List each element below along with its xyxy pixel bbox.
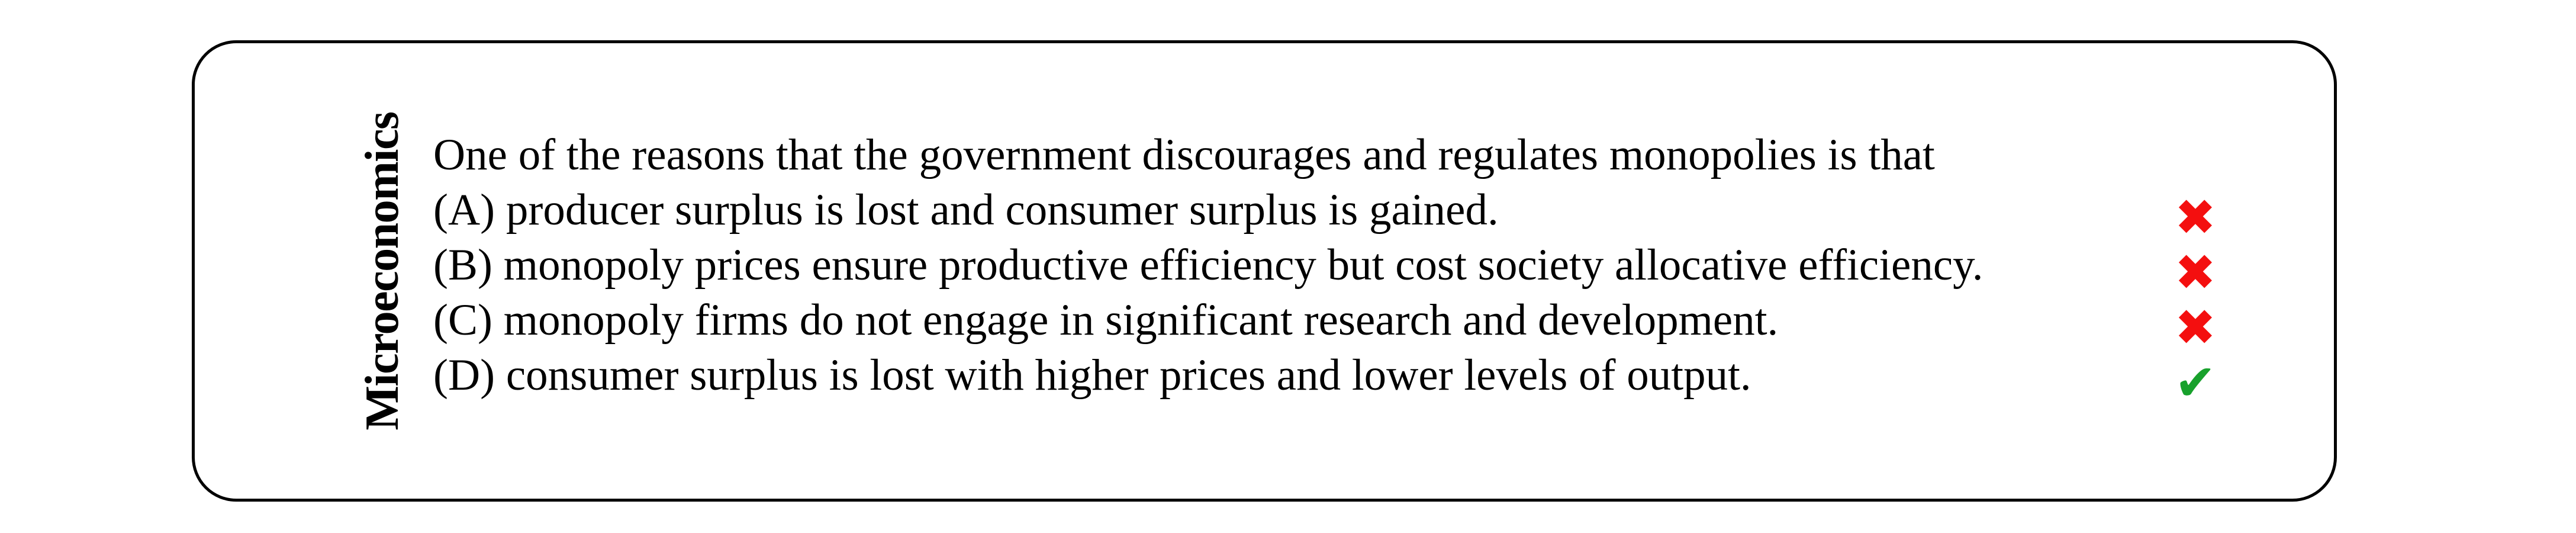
- option-a-text: (A) producer surplus is lost and consume…: [433, 185, 1499, 235]
- option-c-text: (C) monopoly firms do not engage in sign…: [433, 296, 1779, 345]
- card-border: [192, 40, 2337, 502]
- red-cross-icon: ✖: [2174, 188, 2217, 246]
- question-text: One of the reasons that the government d…: [433, 130, 1935, 179]
- verdict-column: ✖ ✖ ✖ ✔: [2174, 190, 2217, 410]
- red-cross-icon: ✖: [2174, 298, 2217, 357]
- option-d-text: (D) consumer surplus is lost with higher…: [433, 351, 1751, 400]
- question-block: One of the reasons that the government d…: [433, 127, 2091, 403]
- option-b-text: (B) monopoly prices ensure productive ef…: [433, 240, 1983, 290]
- red-cross-icon: ✖: [2174, 243, 2217, 301]
- green-check-icon: ✔: [2174, 354, 2217, 412]
- category-label: Microeconomics: [356, 112, 408, 431]
